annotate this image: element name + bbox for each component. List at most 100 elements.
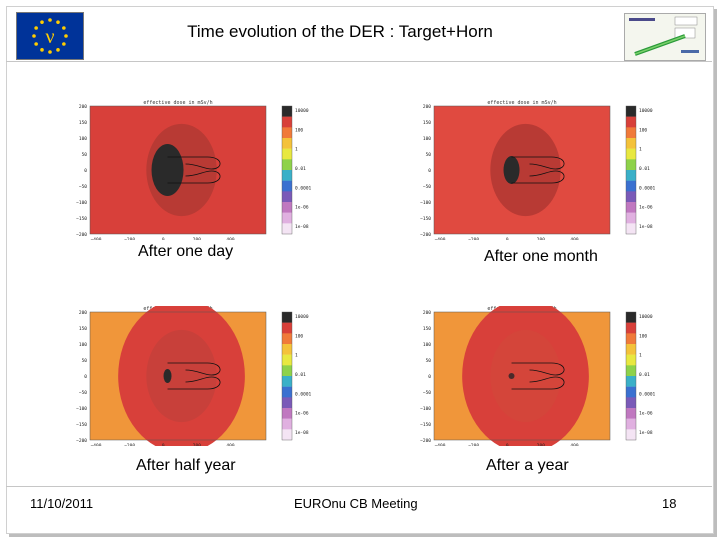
- eu-star-icon: [40, 20, 44, 24]
- colorbar-segment: [282, 322, 292, 334]
- colorbar-segment: [282, 333, 292, 345]
- x-tick-label: 400: [570, 443, 578, 446]
- x-tick-label: 200: [537, 237, 545, 240]
- dose-core: [508, 373, 515, 379]
- colorbar-label: 100: [295, 127, 303, 133]
- colorbar-label: 0.01: [639, 372, 650, 378]
- eu-star-icon: [48, 18, 52, 22]
- y-tick-label: −50: [79, 184, 87, 190]
- y-tick-label: 200: [423, 310, 431, 316]
- colorbar-label: 10000: [295, 314, 309, 320]
- nu-letter: ν: [45, 26, 54, 48]
- colorbar-segment: [626, 408, 636, 419]
- y-tick-label: −50: [423, 184, 431, 190]
- x-tick-label: 400: [226, 237, 234, 240]
- footer-date: 11/10/2011: [30, 496, 94, 511]
- y-tick-label: −150: [76, 422, 87, 428]
- plot-title: effective dose in mSv/h: [487, 100, 556, 106]
- y-tick-label: 50: [82, 152, 88, 158]
- horn-outline: [167, 362, 221, 390]
- colorbar-segment: [626, 386, 636, 398]
- colorbar-frame: [625, 311, 637, 441]
- colorbar-label: 1e-06: [295, 205, 309, 211]
- y-tick-label: 100: [423, 342, 431, 348]
- colorbar-segment: [626, 212, 636, 224]
- colorbar-segment: [626, 322, 636, 334]
- y-tick-label: 150: [423, 326, 431, 332]
- colorbar-label: 1: [639, 353, 642, 359]
- x-tick-label: −200: [468, 237, 479, 240]
- plot-title: effective dose in mSv/h: [143, 100, 212, 106]
- colorbar-segment: [282, 386, 292, 398]
- y-tick-label: 100: [79, 342, 87, 348]
- colorbar-segment: [282, 312, 292, 323]
- colorbar-segment: [282, 354, 292, 366]
- horn-outline: [511, 362, 565, 390]
- y-tick-label: 0: [428, 374, 431, 380]
- caption-one-day: After one day: [138, 243, 234, 260]
- eu-star-icon: [62, 26, 66, 30]
- plot-frame: [433, 105, 611, 235]
- y-tick-label: 0: [84, 374, 87, 380]
- dose-map-plot-a-year: effective dose in mSv/h200150100500−50−1…: [410, 306, 660, 446]
- colorbar-segment: [282, 418, 292, 430]
- y-tick-label: 200: [423, 104, 431, 110]
- colorbar-segment: [626, 418, 636, 430]
- y-tick-label: −150: [420, 216, 431, 222]
- colorbar-segment: [282, 376, 292, 387]
- colorbar-label: 100: [295, 333, 303, 339]
- colorbar-label: 1: [295, 147, 298, 153]
- x-tick-label: −400: [91, 443, 102, 446]
- caption-one-month: After one month: [484, 248, 598, 265]
- caption-a-year: After a year: [486, 457, 569, 474]
- colorbar-segment: [626, 138, 636, 149]
- y-tick-label: −200: [76, 438, 87, 444]
- y-tick-label: −50: [423, 390, 431, 396]
- x-tick-label: 400: [226, 443, 234, 446]
- x-tick-label: −200: [124, 237, 135, 240]
- eu-star-icon: [34, 26, 38, 30]
- dose-map-plot-half-year: effective dose in mSv/h200150100500−50−1…: [66, 306, 316, 446]
- footer-page-number: 18: [662, 496, 677, 511]
- dose-core: [151, 144, 184, 196]
- colorbar-label: 100: [639, 333, 647, 339]
- colorbar-label: 10000: [295, 108, 309, 114]
- colorbar-segment: [626, 191, 636, 203]
- plot-frame: [433, 311, 611, 441]
- colorbar-segment: [626, 127, 636, 139]
- x-tick-label: 200: [193, 443, 201, 446]
- beamline-diagram-logo: [624, 13, 706, 61]
- dose-field-inner: [146, 329, 217, 423]
- dose-map-plot-one-month: effective dose in mSv/h 200 150 100 50 0 −50 −1…: [410, 100, 660, 240]
- colorbar-label: 1: [295, 353, 298, 359]
- y-tick-label: 0: [84, 168, 87, 174]
- colorbar-label: 0.01: [295, 372, 306, 378]
- colorbar-segment: [626, 223, 636, 235]
- x-tick-label: 0: [506, 443, 509, 446]
- x-tick-label: 0: [162, 443, 165, 446]
- y-tick-label: 200: [79, 310, 87, 316]
- colorbar-segment: [626, 397, 636, 409]
- colorbar-label: 1e-06: [639, 411, 653, 417]
- colorbar-label: 10000: [639, 314, 653, 320]
- y-tick-label: −50: [79, 390, 87, 396]
- colorbar-segment: [626, 376, 636, 387]
- colorbar-label: 1e-08: [639, 430, 653, 436]
- x-tick-label: −400: [435, 443, 446, 446]
- colorbar-segment: [282, 127, 292, 139]
- y-tick-label: 100: [79, 136, 87, 142]
- y-tick-label: 150: [79, 326, 87, 332]
- plot-frame: [89, 105, 267, 235]
- colorbar-segment: [626, 429, 636, 441]
- y-tick-label: −200: [420, 232, 431, 238]
- colorbar-label: 1: [639, 147, 642, 153]
- colorbar-label: 0.0001: [639, 185, 656, 191]
- colorbar-segment: [626, 116, 636, 128]
- eu-flag-logo: ν: [16, 12, 84, 60]
- colorbar-segment: [282, 202, 292, 213]
- title-divider: [6, 61, 712, 62]
- colorbar-segment: [626, 354, 636, 366]
- x-tick-label: −400: [435, 237, 446, 240]
- dose-map-plot-one-day: effective dose in mSv/h 200 150 100 50 0 −50 −1…: [66, 100, 316, 240]
- y-tick-label: 150: [423, 120, 431, 126]
